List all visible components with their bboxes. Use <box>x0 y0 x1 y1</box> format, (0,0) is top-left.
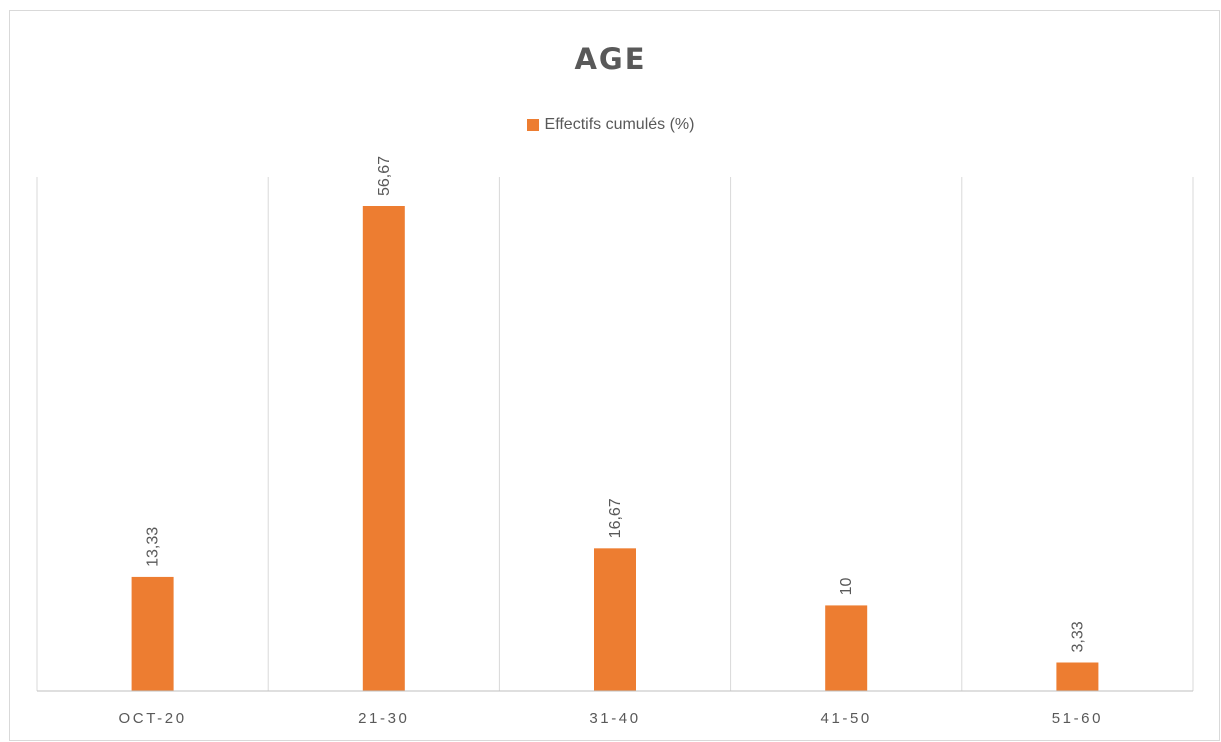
x-tick-label: 41-50 <box>821 710 872 727</box>
data-labels: 13,33 56,67 16,67 10 3,33 <box>145 156 1087 653</box>
bar <box>825 605 868 691</box>
x-tick-label: 51-60 <box>1052 710 1103 727</box>
bars <box>131 206 1099 691</box>
data-label: 3,33 <box>1069 621 1086 652</box>
gridlines <box>36 177 1194 691</box>
bar <box>594 548 636 691</box>
bar <box>362 206 405 691</box>
bar <box>1056 662 1099 691</box>
legend-swatch <box>526 119 539 131</box>
x-axis: OCT-20 21-30 31-40 41-50 51-60 <box>37 690 1193 727</box>
x-tick-label: 21-30 <box>358 710 409 727</box>
bar <box>131 576 174 691</box>
data-label: 10 <box>838 578 855 596</box>
data-label: 16,67 <box>607 498 624 538</box>
legend-label: Effectifs cumulés (%) <box>544 116 695 133</box>
data-label: 56,67 <box>376 156 393 196</box>
chart-title: AGE <box>574 42 647 76</box>
data-label: 13,33 <box>145 527 162 567</box>
x-tick-label: 31-40 <box>589 710 640 727</box>
x-tick-label: OCT-20 <box>119 710 187 727</box>
legend: Effectifs cumulés (%) <box>0 116 1221 134</box>
